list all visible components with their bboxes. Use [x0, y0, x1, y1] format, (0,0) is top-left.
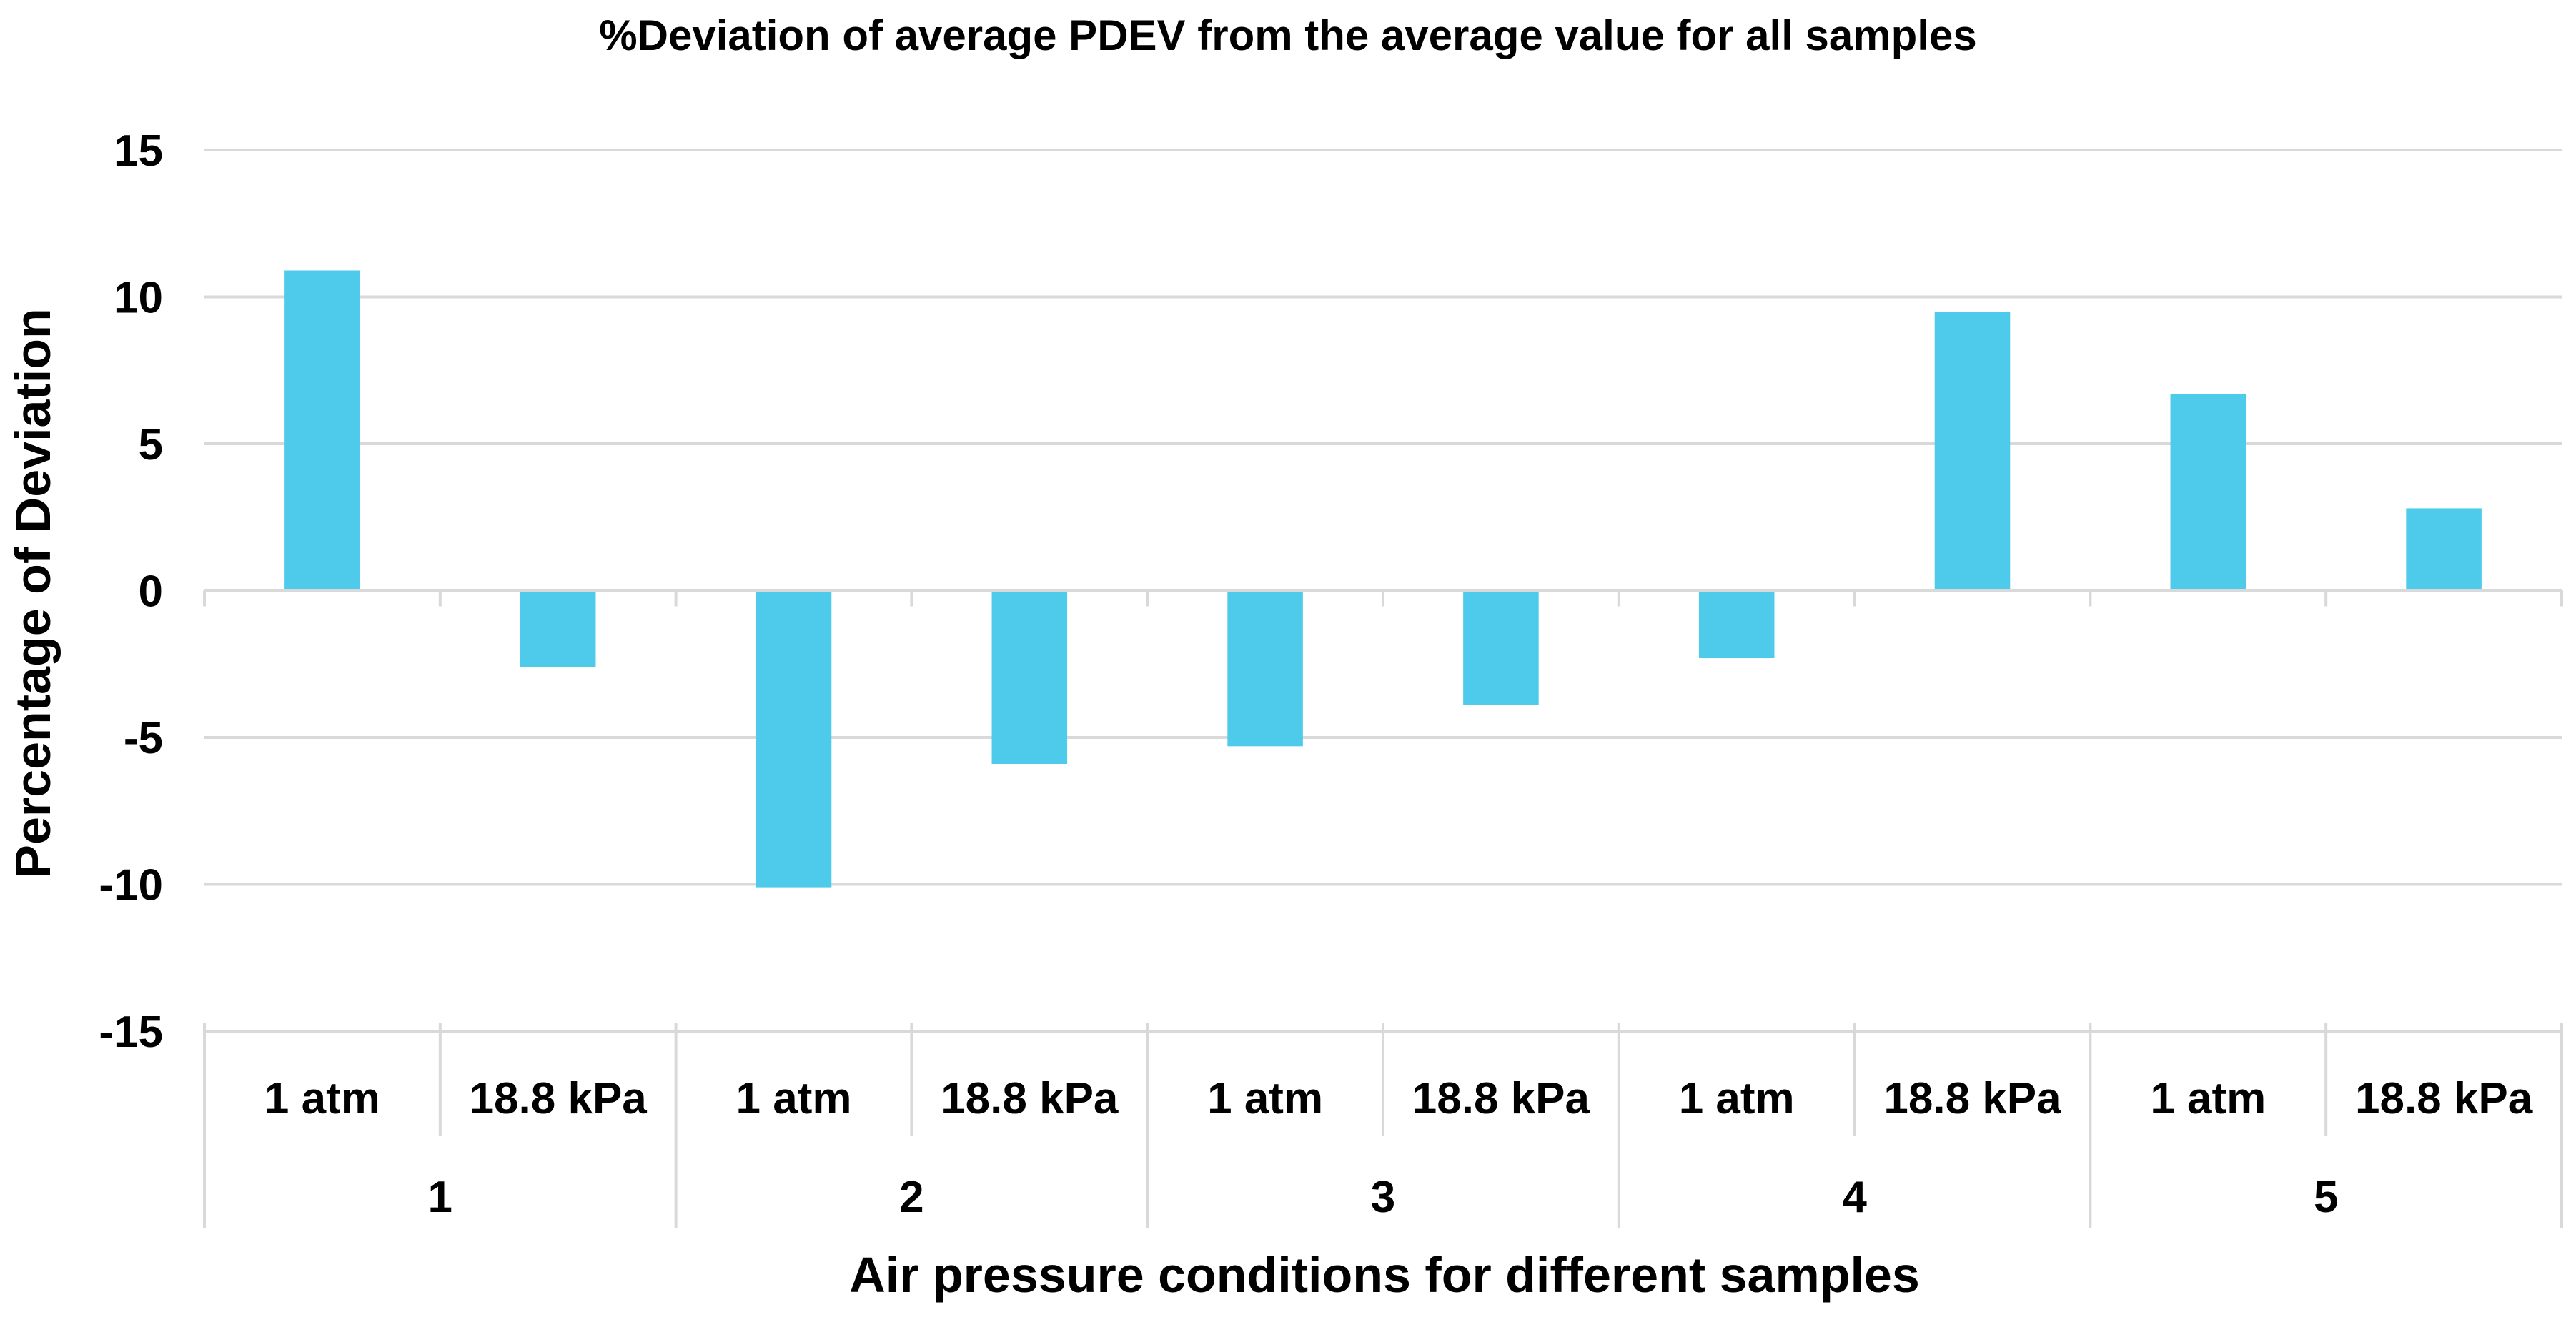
x-category-label: 1 atm: [736, 1074, 852, 1123]
y-tick-label: -10: [99, 861, 163, 910]
y-tick-label: -15: [99, 1008, 163, 1057]
bar: [520, 590, 596, 667]
bar: [1463, 590, 1539, 705]
bar: [1698, 590, 1775, 659]
x-group-label: 5: [2314, 1173, 2338, 1222]
x-group-label: 1: [428, 1173, 452, 1222]
x-category-label: 18.8 kPa: [2355, 1074, 2533, 1123]
bar: [991, 590, 1068, 764]
y-tick-label: 10: [114, 274, 163, 323]
x-axis: 1 atm 18.8 kPa 1 atm 18.8 kPa 1 atm 18.8 kPa 1…: [203, 589, 2563, 1228]
x-category-label: 1 atm: [1207, 1074, 1323, 1123]
chart-title: %Deviation of average PDEV from the aver…: [599, 11, 1976, 59]
x-category-label: 1 atm: [1679, 1074, 1795, 1123]
y-tick-label: -5: [124, 714, 163, 763]
x-category-label: 18.8 kPa: [1883, 1074, 2061, 1123]
x-category-label: 18.8 kPa: [941, 1074, 1119, 1123]
x-axis-title: Air pressure conditions for different sa…: [849, 1247, 1920, 1303]
x-group-label: 3: [1371, 1173, 1395, 1222]
x-group-label: 2: [899, 1173, 923, 1222]
x-group-label: 4: [1842, 1173, 1867, 1222]
y-tick-label: 5: [139, 420, 163, 469]
bar: [284, 270, 360, 591]
y-axis-title: Percentage of Deviation: [5, 308, 61, 878]
y-tick-label: 15: [114, 126, 163, 176]
bar: [2406, 508, 2482, 591]
x-category-label: 18.8 kPa: [470, 1074, 648, 1123]
x-category-label: 1 atm: [2150, 1074, 2266, 1123]
y-tick-label: 0: [139, 567, 163, 617]
bar: [1227, 590, 1303, 747]
x-category-label: 1 atm: [264, 1074, 380, 1123]
bars: [284, 270, 2482, 888]
bar: [1934, 312, 2011, 591]
bar: [2170, 394, 2246, 591]
x-category-label: 18.8 kPa: [1412, 1074, 1590, 1123]
bar: [756, 590, 832, 888]
y-axis-ticks: 15 10 5 0 -5 -10 -15: [99, 126, 163, 1057]
